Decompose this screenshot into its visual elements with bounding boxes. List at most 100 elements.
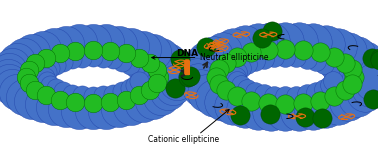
Point: [261, 57, 267, 60]
Point: [267, 112, 273, 115]
Point: [271, 56, 277, 58]
Point: [177, 58, 183, 60]
Point: [26, 82, 32, 85]
Point: [51, 45, 57, 47]
Point: [158, 95, 164, 98]
Point: [361, 59, 367, 61]
Point: [370, 98, 376, 100]
Point: [211, 54, 217, 57]
Point: [172, 86, 178, 89]
Point: [195, 70, 201, 72]
Point: [136, 71, 142, 73]
Point: [321, 88, 327, 90]
Point: [170, 86, 177, 88]
Point: [300, 102, 306, 105]
Point: [265, 102, 271, 105]
Point: [57, 52, 63, 54]
Point: [342, 89, 348, 92]
Point: [103, 109, 109, 112]
Point: [319, 117, 325, 120]
Point: [90, 41, 96, 43]
Point: [342, 61, 348, 64]
Point: [122, 99, 129, 101]
Point: [268, 40, 274, 42]
Point: [116, 108, 122, 110]
Point: [137, 75, 143, 78]
Point: [51, 106, 57, 108]
Point: [14, 60, 20, 62]
Point: [9, 86, 15, 88]
Point: [73, 49, 79, 52]
Point: [110, 93, 116, 95]
Point: [234, 95, 240, 97]
Point: [69, 58, 75, 60]
Point: [345, 50, 351, 52]
Point: [150, 51, 156, 53]
Point: [252, 60, 258, 62]
Point: [127, 63, 133, 66]
Point: [79, 94, 85, 96]
Point: [32, 89, 38, 91]
Point: [233, 75, 239, 78]
Point: [220, 50, 226, 52]
Point: [153, 68, 160, 71]
Point: [69, 93, 75, 95]
Point: [310, 41, 316, 44]
Point: [237, 114, 243, 116]
Point: [216, 68, 222, 71]
Point: [150, 100, 156, 102]
Point: [370, 70, 376, 72]
Point: [156, 75, 162, 78]
Point: [170, 65, 177, 67]
Point: [147, 89, 153, 91]
Point: [282, 95, 288, 98]
Point: [354, 96, 360, 99]
Point: [300, 48, 306, 51]
Point: [242, 107, 248, 110]
Point: [242, 43, 248, 46]
Point: [361, 92, 367, 94]
Point: [119, 90, 125, 93]
Point: [79, 57, 85, 59]
Point: [354, 54, 360, 57]
Point: [100, 94, 106, 96]
Point: [370, 81, 376, 83]
Text: DNA: DNA: [176, 49, 198, 58]
Point: [174, 81, 180, 83]
Point: [103, 41, 109, 44]
Point: [282, 103, 288, 106]
Point: [122, 52, 129, 54]
Point: [136, 80, 142, 82]
Point: [330, 71, 336, 73]
Point: [335, 46, 341, 49]
Point: [100, 57, 106, 59]
Point: [331, 56, 337, 58]
Point: [259, 37, 265, 39]
Point: [107, 101, 113, 104]
Point: [47, 84, 53, 86]
Point: [116, 43, 122, 45]
Point: [261, 93, 267, 96]
Point: [255, 41, 261, 44]
Point: [198, 64, 204, 67]
Point: [213, 75, 219, 78]
Point: [110, 58, 116, 60]
Point: [43, 94, 49, 97]
Point: [175, 75, 181, 78]
Point: [6, 81, 12, 83]
Point: [255, 109, 261, 112]
Point: [238, 84, 244, 86]
Point: [244, 88, 250, 90]
Point: [53, 63, 59, 66]
Point: [223, 89, 229, 92]
Point: [304, 93, 310, 96]
Point: [128, 106, 134, 108]
Point: [9, 65, 15, 67]
Point: [165, 60, 171, 62]
Point: [352, 75, 358, 78]
Point: [76, 41, 82, 44]
Point: [14, 91, 20, 93]
Point: [349, 68, 355, 71]
Point: [43, 56, 49, 59]
Point: [63, 43, 69, 45]
